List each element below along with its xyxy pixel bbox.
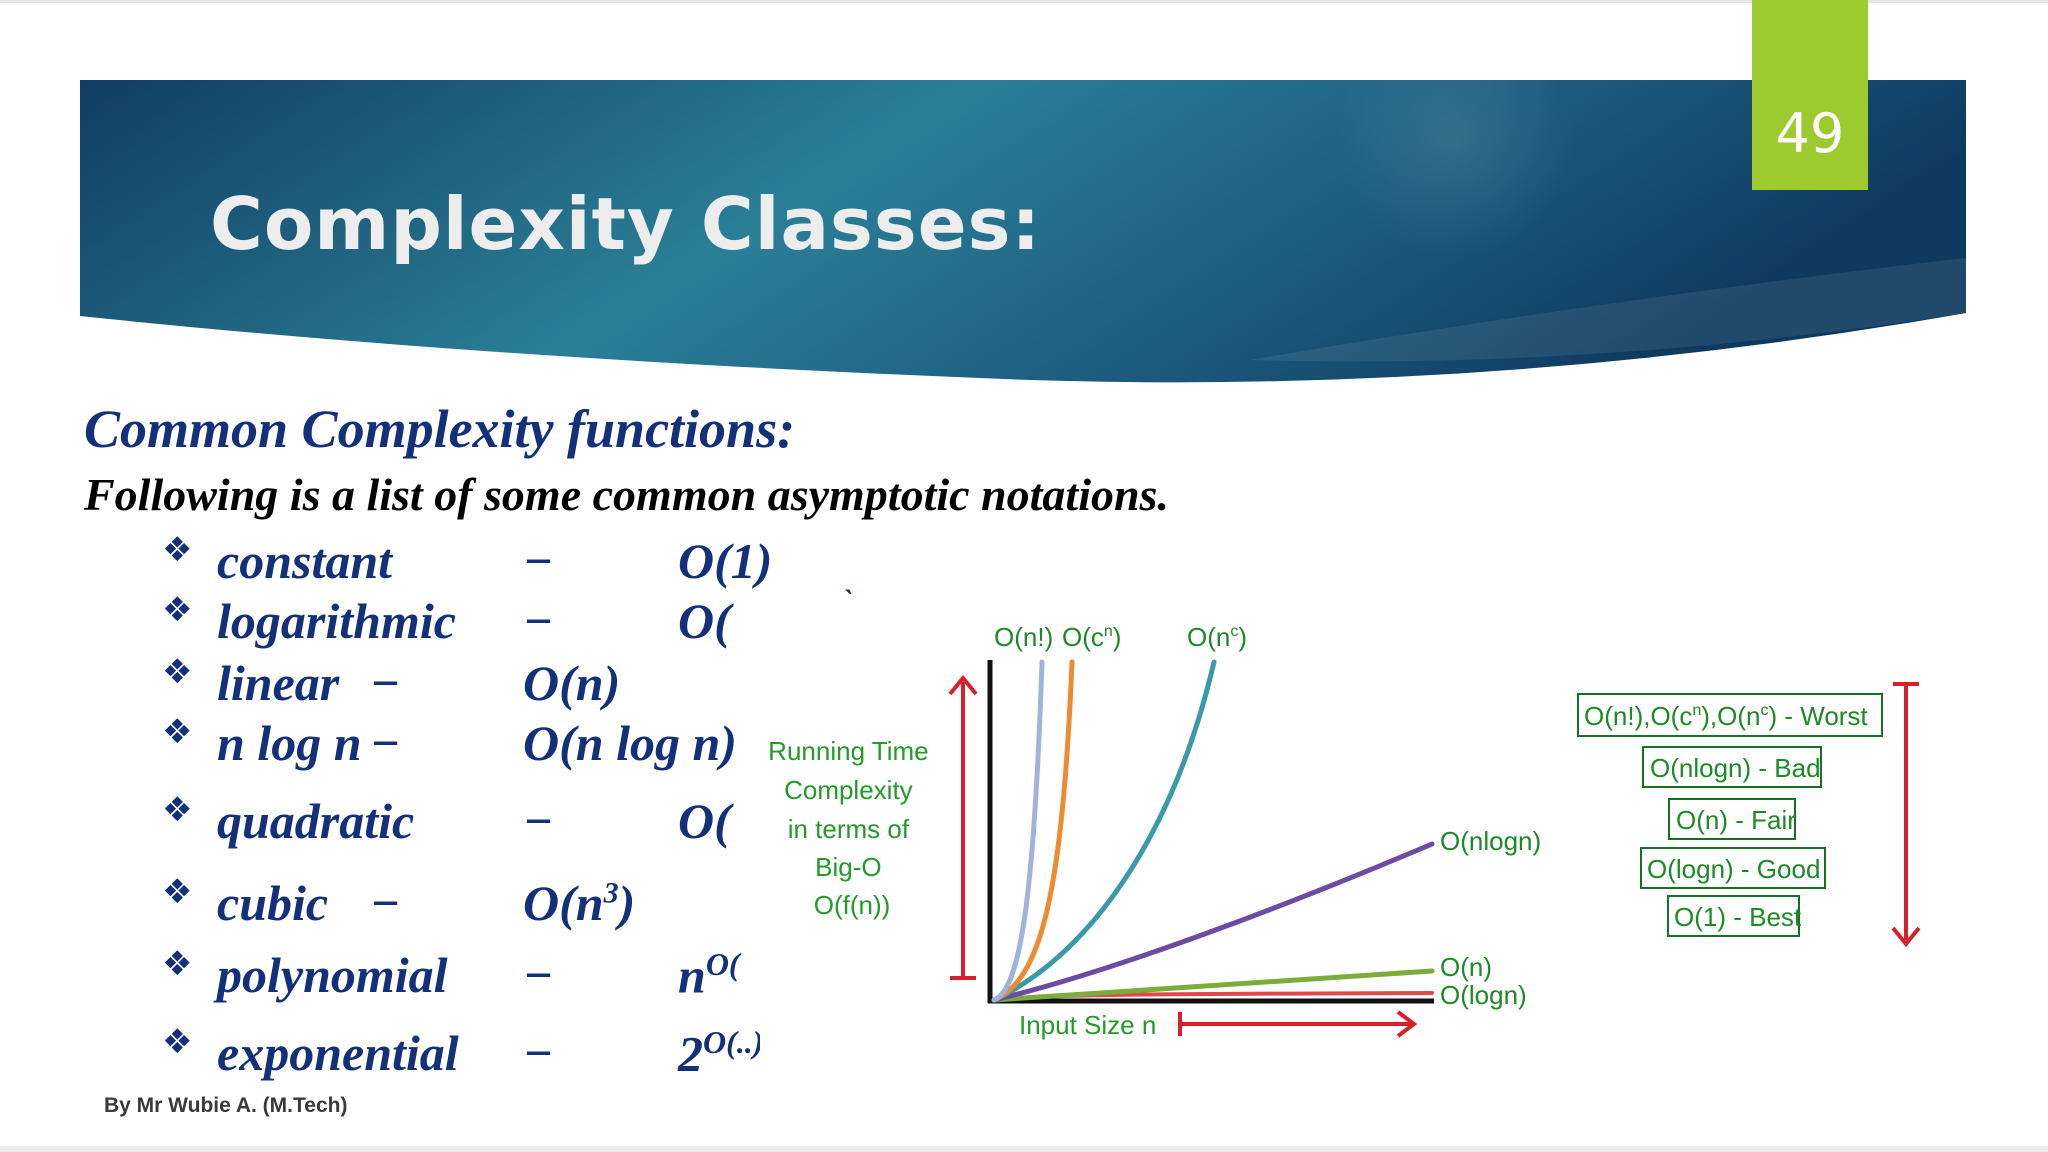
curve-nlogn [991,841,1435,1003]
title-banner [80,20,1966,383]
legend-box-good [1640,847,1826,889]
chart-axes [987,660,1434,1004]
slide-title: Complexity Classes: [210,182,1042,266]
legend-box-fair [1668,798,1796,840]
item-notation: O(n3) [523,875,636,931]
item-term: quadratic [217,793,415,849]
label-exponential: O(cn) [1062,622,1121,652]
label-factorial: O(n!) [994,622,1053,652]
legend-best: O(1) - Best [1674,902,1802,932]
bullet-icon: ❖ [162,1022,193,1062]
legend-bad: O(nlogn) - Bad [1650,753,1821,783]
bullet-icon: ❖ [162,790,193,830]
bullet-icon: ❖ [162,590,193,630]
item-dash: − [370,715,401,771]
label-nlogn: O(nlogn) [1440,826,1541,856]
legend-fair: O(n) - Fair [1676,805,1796,835]
item-notation: O( [678,593,731,649]
bullet-icon: ❖ [162,872,193,912]
item-notation: nO( [678,946,740,1004]
label-linear: O(n) [1440,952,1492,982]
x-axis-arrow [1178,1010,1418,1038]
item-dash: − [370,875,401,931]
item-dash: − [523,593,554,649]
item-notation: 2O(..) [678,1024,764,1082]
top-border [0,0,2048,3]
item-notation: O(n) [523,655,621,711]
item-term: cubic [217,875,329,931]
item-term: constant [217,533,393,589]
y-axis-label: Running Time Complexity in terms of Big-… [768,736,936,920]
bullet-icon: ❖ [162,530,193,570]
label-log: O(logn) [1440,980,1527,1010]
item-superscript: O( [705,946,740,982]
item-superscript: O(..) [703,1024,764,1060]
bullet-icon: ❖ [162,712,193,752]
item-dash: − [523,947,554,1003]
item-term: n log n [217,715,362,771]
item-dash: − [523,1025,554,1081]
legend-box-worst [1577,693,1883,737]
curve-exponential [991,659,1075,1003]
x-axis-label: Input Size n [1019,1010,1156,1040]
bullet-icon: ❖ [162,944,193,984]
item-superscript: 3 [603,876,619,910]
complexity-growth-figure: Running Time Complexity in terms of Big-… [760,600,2048,1060]
bottom-border [0,1146,2048,1152]
page-number-badge: 49 [1752,0,1868,190]
item-term: linear [217,655,340,711]
intro-text: Following is a list of some common asymp… [84,469,1169,520]
bullet-icon: ❖ [162,652,193,692]
item-dash: − [523,793,554,849]
legend-good: O(logn) - Good [1647,854,1820,884]
item-notation: O(1) [678,533,773,589]
section-heading: Common Complexity functions: [84,399,796,459]
legend-worst: O(n!),O(cn),O(nc) - Worst [1584,701,1868,731]
curve-polynomial [991,659,1217,1003]
item-dash: − [370,655,401,711]
item-term: polynomial [217,947,448,1003]
item-term: exponential [217,1025,459,1081]
curve-linear [991,968,1435,1003]
curve-factorial [991,659,1045,1003]
rank-arrow [1891,682,1921,948]
list-item: ❖ constant − O(1) [0,530,2048,592]
item-term: logarithmic [217,593,456,649]
y-axis-arrow [948,674,978,980]
item-dash: − [523,533,554,589]
slide-footer: By Mr Wubie A. (M.Tech) [104,1094,348,1117]
label-polynomial: O(nc) [1187,622,1247,652]
item-notation: O( [678,793,731,849]
legend-box-bad [1642,746,1822,788]
page-number: 49 [1775,102,1845,165]
legend-box-best [1667,895,1800,937]
item-notation: O(n log n) [523,715,737,771]
legend [1577,693,1883,937]
